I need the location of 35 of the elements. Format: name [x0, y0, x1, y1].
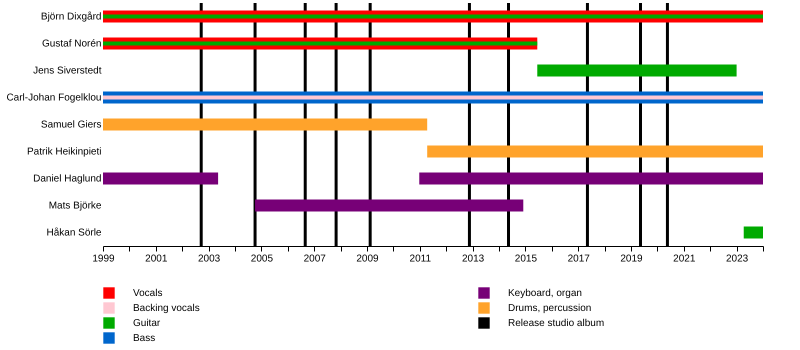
bar [419, 172, 763, 184]
y-tick-label: Gustaf Norén [42, 38, 102, 50]
legend-label: Release studio album [508, 318, 604, 329]
x-tick-label: 2021 [673, 254, 696, 264]
y-tick-label: Carl-Johan Fogelklou [6, 92, 102, 104]
x-tick-label: 2023 [726, 254, 749, 264]
bar [103, 118, 428, 130]
x-tick-label: 2013 [462, 254, 485, 264]
y-tick-label: Patrik Heikinpieti [27, 146, 102, 158]
y-tick-label: Håkan Sörle [46, 226, 102, 238]
x-tick-label: 2011 [410, 254, 432, 264]
x-tick-label: 2019 [620, 254, 644, 264]
x-tick-label: 2015 [514, 254, 538, 264]
x-tick-label: 2017 [568, 254, 590, 264]
y-tick-label: Samuel Giers [40, 120, 102, 130]
x-tick-label: 1999 [92, 254, 116, 264]
y-tick-label: Jens Siverstedt [33, 66, 102, 76]
y-tick-label: Mats Björke [48, 200, 102, 212]
legend-label: Guitar [133, 318, 161, 329]
x-tick-label: 2009 [356, 254, 380, 264]
bar [103, 96, 763, 100]
bar [427, 146, 763, 158]
bar [255, 200, 524, 212]
legend-label: Keyboard, organ [508, 288, 582, 299]
x-tick-label: 2007 [304, 254, 326, 264]
legend-label: Vocals [133, 288, 162, 299]
legend-label: Drums, percussion [508, 303, 592, 314]
x-tick-label: 2003 [198, 254, 221, 264]
x-tick-label: 2001 [145, 254, 168, 264]
x-tick-label: 2005 [250, 254, 274, 264]
bar [103, 172, 218, 184]
y-tick-label: Daniel Haglund [33, 174, 102, 184]
legend-label: Backing vocals [133, 303, 200, 314]
legend-label: Bass [133, 333, 156, 344]
y-tick-label: Björn Dixgård [40, 10, 102, 22]
